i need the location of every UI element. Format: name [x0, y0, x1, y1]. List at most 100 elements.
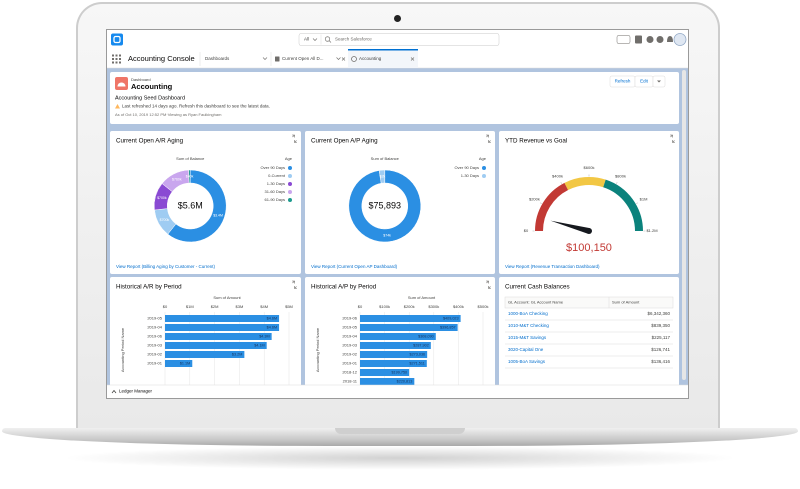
- help-icon[interactable]: [646, 36, 654, 43]
- report-link[interactable]: View Report (Current Open AP Dashboard): [311, 264, 398, 269]
- x-tick-label: $2M: [211, 304, 219, 309]
- x-axis-title: Sum of Amount: [408, 295, 436, 300]
- x-tick-label: $0: [358, 304, 363, 309]
- search-box[interactable]: [298, 33, 500, 46]
- notifications-icon[interactable]: [667, 36, 673, 42]
- more-caret: [657, 80, 661, 83]
- table-cell-link[interactable]: 1005-BoA Savings: [508, 359, 546, 364]
- legend-swatch: [288, 182, 292, 186]
- gauge-band: [564, 177, 606, 191]
- setup-icon[interactable]: [656, 36, 664, 43]
- y-tick-label: 2019-05: [342, 325, 357, 330]
- widget: Current Cash Balances GL Account: GL Acc…: [499, 277, 679, 398]
- legend-title: Age: [285, 156, 293, 161]
- dashboard-title: Accounting: [131, 82, 173, 91]
- bar-value-label: $4.1M: [254, 343, 264, 347]
- legend-label: Over 90 Days: [455, 165, 479, 170]
- bar: [360, 315, 461, 322]
- bar: [165, 324, 280, 331]
- bar: [165, 315, 280, 322]
- y-axis-title: Accounting Period Name: [120, 327, 125, 372]
- bar: [360, 324, 458, 331]
- bar-value-label: $409,023: [443, 316, 459, 320]
- donut-center-label: $5.6M: [178, 200, 203, 210]
- app-launcher-dot: [112, 61, 114, 64]
- slice-label: $760k: [172, 178, 182, 182]
- app-launcher[interactable]: [112, 54, 121, 64]
- active-tab[interactable]: [348, 49, 418, 68]
- y-tick-label: 2019-02: [147, 352, 162, 357]
- widget: Current Open A/R Aging Sum of Balance $3.4…: [110, 131, 301, 274]
- app-launcher-dot: [119, 58, 121, 60]
- expand-icon[interactable]: [670, 134, 675, 143]
- expand-icon[interactable]: [486, 134, 491, 143]
- x-tick-label: $500k: [478, 304, 489, 309]
- app-launcher-dot: [119, 54, 121, 57]
- scrollbar[interactable]: [682, 70, 686, 380]
- legend-title: Age: [479, 156, 487, 161]
- tab-close[interactable]: [410, 57, 415, 61]
- measure-label: Sum of Balance: [176, 156, 205, 161]
- x-tick-label: $100k: [379, 304, 390, 309]
- app-launcher-dot: [115, 58, 118, 60]
- search-placeholder[interactable]: Search Salesforce: [335, 37, 372, 42]
- bar-value-label: $199,750: [391, 370, 407, 374]
- legend-label: 1-30 Days: [267, 181, 285, 186]
- x-axis-title: Sum of Amount: [213, 295, 241, 300]
- tab-close[interactable]: [341, 57, 346, 61]
- avatar[interactable]: [673, 33, 687, 46]
- gauge-tick-label: $1.2M: [646, 228, 657, 233]
- favorites-icon[interactable]: [616, 35, 631, 44]
- table-cell-link[interactable]: 1000-BoA Checking: [508, 311, 548, 316]
- logo[interactable]: [111, 33, 123, 46]
- y-axis-title: Accounting Period Name: [315, 327, 320, 372]
- legend-swatch: [288, 166, 292, 170]
- column-header[interactable]: GL Account: GL Account Name: [508, 300, 564, 305]
- gauge-needle: [550, 220, 590, 234]
- widget: Historical A/R by Period Sum of Amount $0 $…: [110, 277, 301, 398]
- global-actions-icon[interactable]: [635, 35, 642, 44]
- expand-icon[interactable]: [292, 134, 297, 143]
- legend-label: 61-90 Days: [265, 197, 285, 202]
- app-launcher-dot: [115, 61, 118, 64]
- as-of: As of Oct 10, 2019 12:52 PM·Viewing as R…: [115, 112, 222, 117]
- edit-button-label[interactable]: Edit: [640, 79, 649, 84]
- bar-value-label: $4.6M: [267, 325, 277, 329]
- report-link[interactable]: View Report (Revenue Transaction Dashboa…: [505, 264, 600, 269]
- report-link[interactable]: View Report (Billing Aging by Customer -…: [116, 264, 215, 269]
- tab[interactable]: Current Open All D...: [282, 56, 324, 61]
- table-cell-link[interactable]: 1015-M&T Savings: [508, 335, 547, 340]
- table-cell-link[interactable]: 1010-M&T Checking: [508, 323, 549, 328]
- utility-item[interactable]: Ledger Manager: [119, 389, 153, 394]
- gauge-tick-label: $200k: [529, 197, 540, 202]
- gauge-tick: [616, 181, 618, 184]
- table-cell-link[interactable]: 3020-Capital One: [508, 347, 544, 352]
- column-header[interactable]: Sum of Amount: [612, 300, 640, 305]
- widget-card: [110, 131, 301, 274]
- tab-menu[interactable]: [336, 57, 341, 60]
- utility-icon: [111, 389, 117, 394]
- tab-menu[interactable]: [262, 57, 268, 60]
- screen: All Search Salesforce Accounting Console…: [106, 29, 689, 399]
- gauge-tick-label: $600k: [584, 165, 595, 170]
- bar-value-label: $271,511: [409, 361, 424, 365]
- widget-title: Current Open A/P Aging: [311, 138, 378, 145]
- refresh-button-label[interactable]: Refresh: [615, 79, 631, 84]
- app-launcher-dot: [112, 54, 114, 57]
- expand-icon[interactable]: [292, 280, 297, 289]
- tab[interactable]: Accounting: [359, 56, 382, 61]
- bar: [165, 360, 193, 367]
- x-tick-label: $5M: [285, 304, 293, 309]
- gauge-tick-label: $800k: [615, 174, 626, 179]
- app-launcher-dot: [119, 61, 121, 64]
- search-scope[interactable]: All: [304, 37, 309, 42]
- legend-swatch: [482, 166, 486, 170]
- tab[interactable]: Dashboards: [205, 56, 230, 61]
- tab-icon: [351, 56, 357, 62]
- y-tick-label: 2019-04: [147, 325, 162, 330]
- expand-icon[interactable]: [486, 280, 491, 289]
- widget-title: Historical A/R by Period: [116, 284, 182, 291]
- legend-label: 31-60 Days: [265, 189, 285, 194]
- widget-card: [499, 131, 679, 274]
